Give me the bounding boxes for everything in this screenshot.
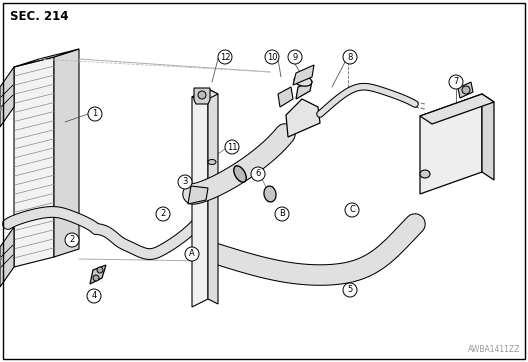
- Polygon shape: [194, 88, 210, 104]
- Ellipse shape: [420, 170, 430, 178]
- Text: A: A: [189, 249, 195, 258]
- Circle shape: [198, 91, 206, 99]
- Polygon shape: [0, 67, 14, 127]
- Text: B: B: [279, 210, 285, 219]
- Circle shape: [345, 203, 359, 217]
- Polygon shape: [296, 81, 312, 99]
- Text: 6: 6: [256, 169, 261, 178]
- Polygon shape: [188, 186, 208, 204]
- Circle shape: [275, 207, 289, 221]
- Polygon shape: [482, 94, 494, 180]
- Text: 1: 1: [92, 109, 98, 118]
- Polygon shape: [208, 89, 218, 304]
- Circle shape: [462, 86, 470, 94]
- Polygon shape: [14, 57, 54, 267]
- Polygon shape: [286, 99, 320, 137]
- Circle shape: [88, 107, 102, 121]
- Circle shape: [343, 50, 357, 64]
- Text: AWBA1411ZZ: AWBA1411ZZ: [468, 345, 520, 354]
- Ellipse shape: [294, 76, 312, 86]
- Circle shape: [185, 247, 199, 261]
- Ellipse shape: [264, 186, 276, 202]
- Polygon shape: [14, 49, 79, 67]
- Circle shape: [251, 167, 265, 181]
- Polygon shape: [293, 65, 314, 85]
- Circle shape: [449, 75, 463, 89]
- Ellipse shape: [234, 166, 246, 182]
- Circle shape: [178, 175, 192, 189]
- Polygon shape: [278, 87, 293, 107]
- Circle shape: [156, 207, 170, 221]
- Text: 8: 8: [347, 52, 353, 62]
- Circle shape: [87, 289, 101, 303]
- Circle shape: [288, 50, 302, 64]
- Circle shape: [97, 267, 103, 273]
- Polygon shape: [420, 94, 494, 124]
- Polygon shape: [192, 89, 218, 102]
- Circle shape: [343, 283, 357, 297]
- Polygon shape: [420, 94, 482, 194]
- Circle shape: [218, 50, 232, 64]
- Circle shape: [265, 50, 279, 64]
- Polygon shape: [458, 82, 473, 98]
- Polygon shape: [54, 49, 79, 257]
- Text: SEC. 214: SEC. 214: [10, 10, 69, 23]
- Polygon shape: [192, 89, 208, 307]
- Text: 5: 5: [347, 286, 353, 295]
- Text: 2: 2: [69, 236, 74, 244]
- Text: 11: 11: [227, 143, 237, 152]
- Text: 7: 7: [454, 77, 459, 87]
- Circle shape: [225, 140, 239, 154]
- Polygon shape: [0, 227, 14, 287]
- Text: 3: 3: [182, 177, 187, 186]
- Ellipse shape: [208, 160, 216, 164]
- Text: 12: 12: [220, 52, 230, 62]
- Text: C: C: [349, 206, 355, 215]
- Text: 2: 2: [161, 210, 166, 219]
- Circle shape: [93, 275, 99, 281]
- Text: 10: 10: [267, 52, 277, 62]
- Text: 9: 9: [293, 52, 298, 62]
- Circle shape: [65, 233, 79, 247]
- Text: 4: 4: [91, 291, 97, 300]
- Polygon shape: [90, 265, 106, 284]
